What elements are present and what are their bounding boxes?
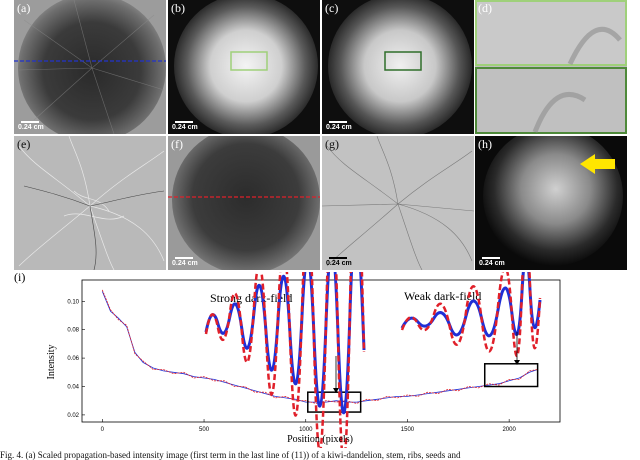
- x-tick-label: 500: [199, 427, 210, 433]
- panel-c: (c) 0.24 cm: [322, 0, 474, 134]
- panel-f: (f) 0.24 cm: [168, 136, 320, 270]
- plot-label: (i): [14, 270, 26, 284]
- zoom-box-0: [307, 391, 362, 413]
- x-tick-label: 2000: [502, 427, 516, 433]
- scale-bar: 0.24 cm: [172, 257, 198, 267]
- x-tick-label: 0: [101, 427, 105, 433]
- panel-a: (a) 0.24 cm: [14, 0, 166, 134]
- panel-label: (f): [171, 137, 183, 151]
- roi-box-light: [230, 51, 268, 71]
- panel-c-image: [322, 0, 474, 134]
- figure-caption: Fig. 4. (a) Scaled propagation-based int…: [0, 450, 461, 460]
- y-axis-label: Intensity: [46, 345, 57, 380]
- panel-e: (e): [14, 136, 166, 270]
- plot-boxes: [307, 363, 539, 413]
- series-blue: [101, 291, 538, 403]
- plot-lines: [101, 289, 538, 404]
- x-tick-label: 1500: [401, 427, 415, 433]
- panel-h-image: [475, 136, 627, 270]
- x-axis-label: Position (pixels): [287, 434, 353, 445]
- scale-bar: 0.24 cm: [172, 121, 198, 131]
- panel-d: (d): [475, 0, 627, 134]
- series-red: [101, 289, 538, 404]
- y-tick-label: 0.06: [67, 356, 79, 362]
- panel-label: (e): [17, 137, 31, 151]
- panel-label: (g): [325, 137, 339, 151]
- panel-label: (h): [478, 137, 492, 151]
- inset-strong: [204, 272, 366, 448]
- panel-g: (g) 0.24 cm: [322, 136, 474, 270]
- panel-d-image: [475, 0, 627, 134]
- roi-box-dark: [384, 51, 422, 71]
- x-tick-label: 1000: [299, 427, 313, 433]
- plot-frame: [81, 279, 561, 423]
- panel-b: (b) 0.24 cm: [168, 0, 320, 134]
- panel-label: (b): [171, 1, 185, 15]
- y-tick-label: 0.02: [67, 413, 79, 419]
- panel-label: (d): [478, 1, 492, 15]
- panel-h: (h) 0.24 cm: [475, 136, 627, 270]
- weak-dark-field-label: Weak dark-field: [404, 289, 481, 303]
- panel-b-image: [168, 0, 320, 134]
- zoom-box-1: [483, 363, 539, 388]
- panel-e-image: [14, 136, 166, 270]
- y-tick-label: 0.08: [67, 328, 79, 334]
- plot-axes: [81, 279, 561, 423]
- inset-weak: [400, 272, 542, 358]
- zoom-light: [475, 0, 627, 66]
- strong-dark-field-label: Strong dark-field: [210, 291, 292, 305]
- panel-a-image: [14, 0, 166, 134]
- scale-bar: 0.24 cm: [18, 121, 44, 131]
- y-tick-label: 0.10: [67, 299, 79, 305]
- arrow-icon: [580, 154, 615, 174]
- intensity-plot: 0 500 1000 1500 2000 0.02 0.04 0.06 0.08 0.10 Str…: [46, 272, 561, 448]
- scale-bar: 0.24 cm: [326, 257, 352, 267]
- panel-f-image: [168, 136, 320, 270]
- panel-label: (c): [325, 1, 339, 15]
- scale-bar: 0.24 cm: [326, 121, 352, 131]
- scale-bar: 0.24 cm: [479, 257, 505, 267]
- panel-label: (a): [17, 1, 31, 15]
- y-tick-label: 0.04: [67, 385, 79, 391]
- panel-g-image: [322, 136, 474, 270]
- plot-ticks: 0 500 1000 1500 2000 0.02 0.04 0.06 0.08 0.10: [67, 299, 516, 433]
